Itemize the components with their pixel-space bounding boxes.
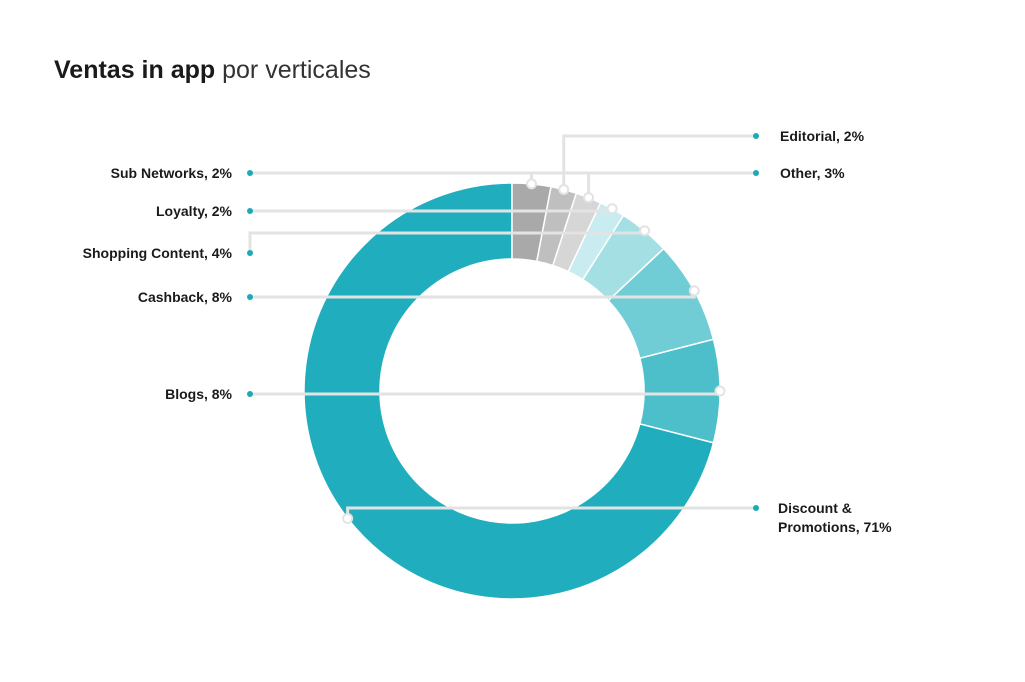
anchor-loyalty [606,203,618,215]
label-line: Cashback, 8% [138,289,233,305]
label-dot-cashback [247,294,253,300]
anchor-blogs [714,385,726,397]
chart-title-light: por verticales [222,56,371,84]
label-cashback: Cashback, 8% [138,289,233,305]
chart-title-bold: Ventas in app [54,56,216,84]
label-line: Discount & [778,500,852,516]
leader-lines [247,133,759,524]
label-shopping-content: Shopping Content, 4% [83,245,233,261]
label-other: Other, 3% [780,165,845,181]
anchor-other [526,178,538,190]
label-line: Sub Networks, 2% [111,165,233,181]
slice-shopping-content [581,214,665,302]
label-line: Other, 3% [780,165,845,181]
label-dot-loyalty [247,208,253,214]
slice-other [511,182,552,263]
leader-other [530,171,756,184]
donut-slices [303,182,721,600]
slice-discount-promotions [303,182,715,600]
label-loyalty: Loyalty, 2% [156,203,233,219]
leader-editorial [562,134,756,190]
anchor-shopping-content [639,225,651,237]
label-sub-networks: Sub Networks, 2% [111,165,233,181]
label-discount-promotions: Discount & Promotions, 71% [778,500,892,535]
slice-labels: Discount & Promotions, 71% Blogs, 8% Cashba… [83,128,892,535]
label-editorial: Editorial, 2% [780,128,865,144]
label-blogs: Blogs, 8% [165,386,232,402]
anchor-discount-promotions [342,512,354,524]
anchor-editorial [558,184,570,196]
label-line: Editorial, 2% [780,128,865,144]
slice-blogs [638,338,721,444]
chart-title: Ventas in app por verticales [54,56,371,85]
anchor-sub-networks [583,192,595,204]
label-dot-shopping-content [247,250,253,256]
label-line: Shopping Content, 4% [83,245,233,261]
label-dot-sub-networks [247,170,253,176]
label-line: Blogs, 8% [165,386,232,402]
label-dot-blogs [247,391,253,397]
label-line: Promotions, 71% [778,519,892,535]
anchor-cashback [688,285,700,297]
label-dot-editorial [753,133,759,139]
label-dot-discount-promotions [753,505,759,511]
label-line: Loyalty, 2% [156,203,233,219]
label-dot-other [753,170,759,176]
